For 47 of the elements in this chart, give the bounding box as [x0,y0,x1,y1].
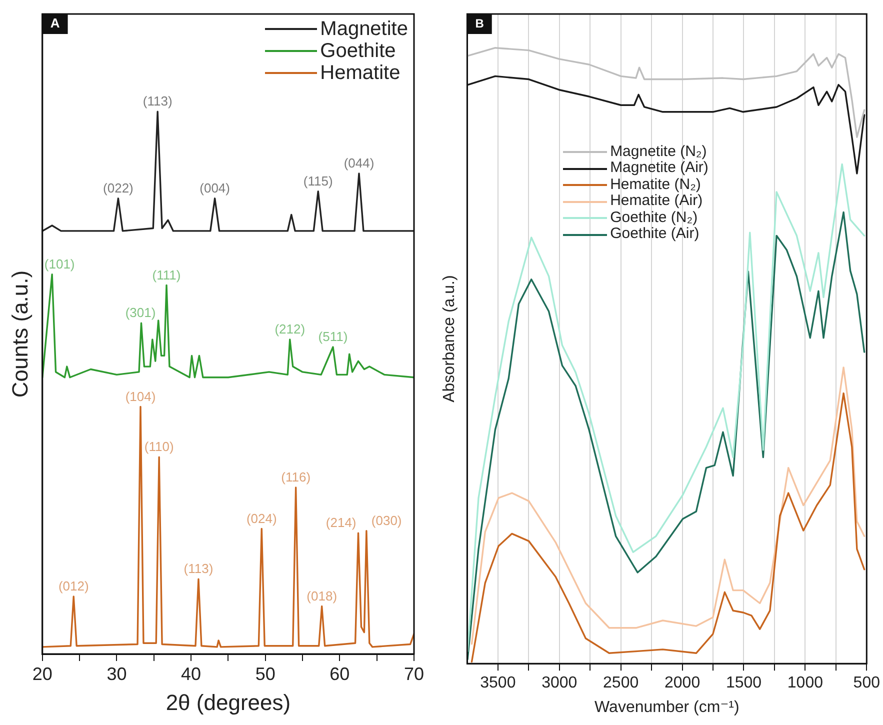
annotation: (022) [103,180,134,196]
annotation: (018) [306,588,338,604]
annotation: (212) [274,322,306,336]
x-tick-label: 20 [32,664,52,684]
x-axis-title: Wavenumber (cm⁻¹) [594,698,740,716]
x-tick-label: 60 [330,664,350,684]
legend-label: Hematite [320,62,400,84]
legend-label: Magnetite [320,18,408,40]
legend-label: Goethite (N₂) [610,208,698,226]
legend-label: Magnetite (Air) [610,159,708,177]
chart-title: B [475,16,484,30]
x-tick-label: 30 [106,664,127,684]
y-axis-title: Counts (a.u.) [7,270,32,398]
annotation: (104) [125,388,156,404]
x-tick-label: 3500 [480,674,516,692]
annotation: (030) [371,512,402,528]
annotation: (115) [303,173,333,188]
legend-label: Goethite (Air) [610,225,700,243]
legend-label: Goethite [320,40,396,62]
annotation: (044) [344,156,374,171]
annotation: (511) [318,329,348,344]
x-tick-label: 2000 [664,674,700,692]
x-tick-label: 3000 [542,674,578,692]
annotation: (301) [125,305,156,320]
annotation: (004) [200,180,230,196]
legend-label: Hematite (Air) [610,192,703,210]
annotation: (113) [184,561,214,576]
annotation: (101) [44,256,75,272]
annotation: (111) [152,267,181,282]
x-tick-label: 1500 [726,674,762,692]
x-tick-label: 50 [255,664,276,684]
x-tick-label: 40 [181,664,202,684]
annotation: (110) [144,439,174,454]
legend-label: Magnetite (N₂) [610,142,707,160]
x-axis-title: 2θ (degrees) [166,690,291,715]
x-tick-label: 2500 [603,674,639,692]
legend-label: Hematite (N₂) [610,176,701,194]
annotation: (113) [142,94,172,109]
chart-title: A [50,16,60,31]
x-tick-label: 1000 [787,674,824,692]
annotation: (024) [246,510,277,526]
annotation: (116) [281,470,311,485]
x-tick-label: 70 [404,664,424,684]
y-axis-title: Absorbance (a.u.) [441,275,458,402]
annotation: (012) [58,578,89,594]
annotation: (214) [326,515,356,530]
x-tick-label: 500 [853,674,880,692]
